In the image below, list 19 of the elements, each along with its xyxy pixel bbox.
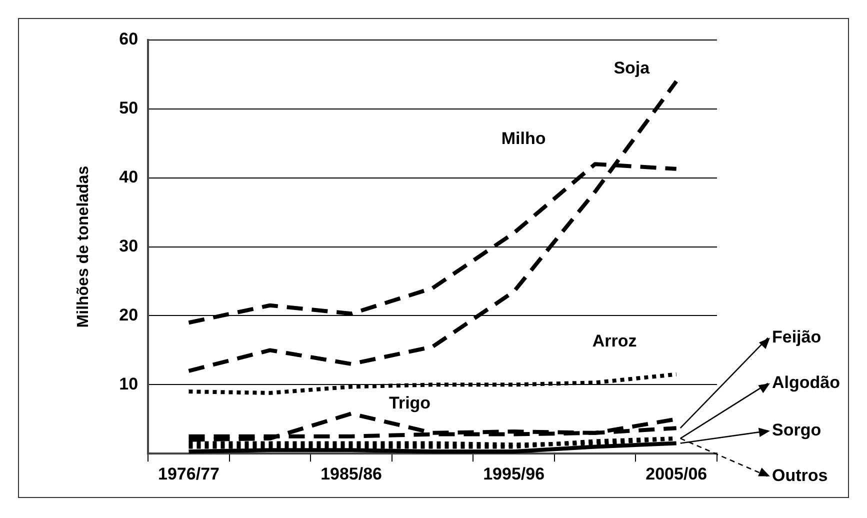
y-tick-label: 50 [119,98,138,118]
y-axis-title: Milhões de toneladas [75,166,92,328]
y-tick-label: 40 [119,168,138,187]
series-label: Soja [614,58,650,78]
x-tick-label: 2005/06 [646,464,708,484]
y-tick-label: 10 [119,374,138,394]
y-tick-label: 30 [119,236,138,256]
x-tick-label: 1985/86 [320,464,382,484]
y-tick-label: 60 [119,30,138,49]
y-tick-label: 20 [119,305,138,324]
legend-label: Sorgo [772,420,822,440]
legend-label: Feijão [772,327,822,346]
x-tick-label: 1995/96 [483,464,545,484]
legend-label: Outros [772,466,828,486]
series-label: Arroz [592,332,637,351]
legend-label: Algodão [772,372,840,392]
x-tick-label: 1976/77 [158,464,220,484]
series-label: Trigo [389,394,431,413]
text: Milho [501,128,546,148]
